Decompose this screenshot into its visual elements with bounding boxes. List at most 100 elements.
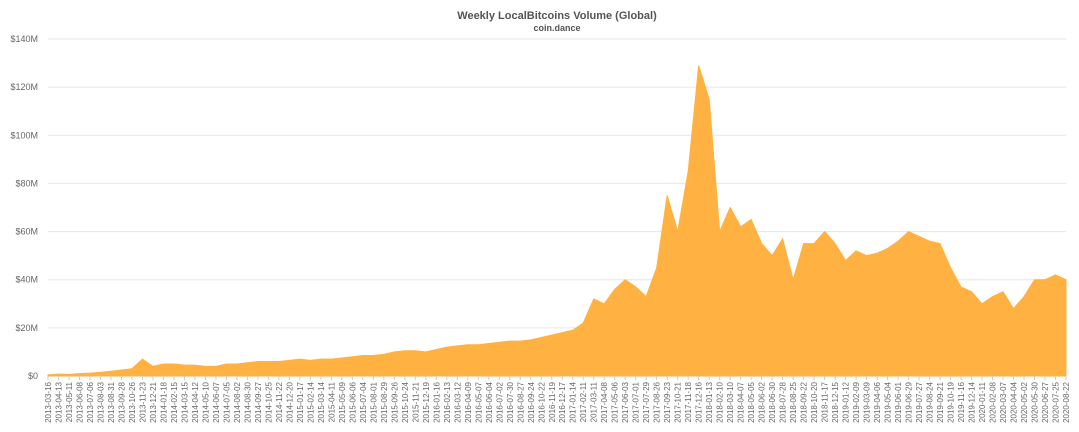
x-tick-label: 2013-09-28	[117, 381, 126, 422]
x-tick-label: 2019-09-21	[936, 381, 945, 422]
x-tick-label: 2019-06-29	[905, 381, 914, 422]
x-tick-label: 2018-04-07	[737, 381, 746, 422]
x-tick-label: 2015-08-01	[369, 381, 378, 422]
x-tick-label: 2018-11-17	[821, 381, 830, 422]
x-tick-label: 2020-07-25	[1052, 381, 1061, 422]
y-tick-label: $20M	[15, 323, 38, 333]
x-tick-label: 2019-07-27	[915, 381, 924, 422]
area	[47, 65, 1067, 377]
x-tick-label: 2018-06-30	[768, 381, 777, 422]
x-tick-label: 2015-05-09	[338, 381, 347, 422]
x-tick-label: 2014-09-27	[254, 381, 263, 422]
x-tick-label: 2017-05-06	[611, 381, 620, 422]
x-tick-label: 2017-07-01	[632, 381, 641, 422]
x-tick-label: 2017-02-11	[579, 381, 588, 422]
y-tick-label: $40M	[15, 275, 38, 285]
x-tick-label: 2016-01-16	[432, 381, 441, 422]
x-tick-label: 2016-02-13	[443, 381, 452, 422]
x-tick-label: 2013-07-06	[86, 381, 95, 422]
x-tick-label: 2019-11-16	[957, 381, 966, 422]
x-tick-label: 2016-05-07	[474, 381, 483, 422]
x-tick-label: 2017-09-23	[663, 381, 672, 422]
x-tick-label: 2015-10-24	[401, 381, 410, 422]
chart-subtitle: coin.dance	[533, 23, 580, 33]
x-tick-label: 2015-07-04	[359, 381, 368, 422]
y-tick-label: $80M	[15, 178, 38, 188]
x-tick-label: 2017-10-21	[674, 381, 683, 422]
x-tick-label: 2018-05-05	[747, 381, 756, 422]
x-tick-label: 2017-04-08	[600, 381, 609, 422]
x-tick-label: 2014-06-07	[212, 381, 221, 422]
x-tick-label: 2016-04-09	[464, 381, 473, 422]
x-tick-label: 2016-03-12	[453, 381, 462, 422]
x-tick-label: 2020-02-08	[989, 381, 998, 422]
x-tick-label: 2015-06-06	[348, 381, 357, 422]
x-tick-label: 2015-11-21	[411, 381, 420, 422]
x-tick-label: 2013-05-11	[65, 381, 74, 422]
x-tick-label: 2016-09-24	[527, 381, 536, 422]
x-tick-label: 2019-03-09	[863, 381, 872, 422]
x-tick-label: 2015-04-11	[327, 381, 336, 422]
x-tick-label: 2017-12-16	[695, 381, 704, 422]
x-tick-label: 2013-11-23	[138, 381, 147, 422]
x-tick-label: 2018-08-25	[789, 381, 798, 422]
x-tick-label: 2018-02-10	[716, 381, 725, 422]
x-tick-label: 2020-05-30	[1031, 381, 1040, 422]
x-tick-label: 2015-01-17	[296, 381, 305, 422]
x-tick-label: 2014-03-15	[180, 381, 189, 422]
x-tick-label: 2013-12-21	[149, 381, 158, 422]
x-tick-label: 2014-08-02	[233, 381, 242, 422]
x-tick-label: 2015-12-19	[422, 381, 431, 422]
x-tick-label: 2014-10-25	[264, 381, 273, 422]
x-tick-label: 2013-04-13	[54, 381, 63, 422]
y-tick-label: $140M	[10, 34, 38, 44]
x-tick-label: 2014-05-10	[201, 381, 210, 422]
x-tick-label: 2015-02-14	[306, 381, 315, 422]
x-tick-label: 2018-10-20	[810, 381, 819, 422]
x-tick-label: 2019-02-09	[852, 381, 861, 422]
x-tick-label: 2013-03-16	[44, 381, 53, 422]
x-tick-label: 2020-04-04	[1010, 381, 1019, 422]
y-tick-label: $100M	[10, 130, 38, 140]
x-tick-label: 2017-11-18	[684, 381, 693, 422]
x-tick-label: 2018-03-10	[726, 381, 735, 422]
x-tick-label: 2016-07-30	[506, 381, 515, 422]
x-tick-label: 2013-08-03	[96, 381, 105, 422]
x-tick-label: 2018-06-02	[758, 381, 767, 422]
x-tick-label: 2015-03-14	[317, 381, 326, 422]
chart-title: Weekly LocalBitcoins Volume (Global)	[457, 10, 657, 22]
x-tick-label: 2017-08-26	[653, 381, 662, 422]
x-tick-label: 2019-01-12	[842, 381, 851, 422]
x-tick-label: 2017-01-14	[569, 381, 578, 422]
x-tick-label: 2016-12-17	[558, 381, 567, 422]
x-tick-label: 2019-10-19	[947, 381, 956, 422]
x-tick-label: 2015-08-29	[380, 381, 389, 422]
x-tick-label: 2017-06-03	[621, 381, 630, 422]
y-tick-label: $120M	[10, 82, 38, 92]
x-tick-label: 2013-10-26	[128, 381, 137, 422]
x-tick-label: 2017-07-29	[642, 381, 651, 422]
x-tick-label: 2016-08-27	[516, 381, 525, 422]
x-tick-label: 2014-02-15	[170, 381, 179, 422]
x-tick-label: 2016-10-22	[537, 381, 546, 422]
x-tick-label: 2019-12-14	[968, 381, 977, 422]
x-tick-label: 2016-07-02	[495, 381, 504, 422]
x-tick-label: 2019-05-04	[884, 381, 893, 422]
x-tick-label: 2018-12-15	[831, 381, 840, 422]
x-tick-label: 2014-04-12	[191, 381, 200, 422]
x-tick-label: 2013-08-31	[107, 381, 116, 422]
x-tick-label: 2020-06-27	[1041, 381, 1050, 422]
x-tick-label: 2014-08-30	[243, 381, 252, 422]
x-tick-label: 2015-09-26	[390, 381, 399, 422]
y-tick-label: $0	[28, 371, 38, 381]
x-tick-label: 2019-04-06	[873, 381, 882, 422]
x-tick-label: 2018-07-28	[779, 381, 788, 422]
x-tick-label: 2018-01-13	[705, 381, 714, 422]
x-tick-label: 2018-09-22	[800, 381, 809, 422]
x-tick-label: 2019-06-01	[894, 381, 903, 422]
x-tick-label: 2014-12-20	[285, 381, 294, 422]
x-tick-label: 2020-08-22	[1062, 381, 1071, 422]
x-tick-label: 2016-11-19	[548, 381, 557, 422]
x-tick-label: 2020-03-07	[999, 381, 1008, 422]
